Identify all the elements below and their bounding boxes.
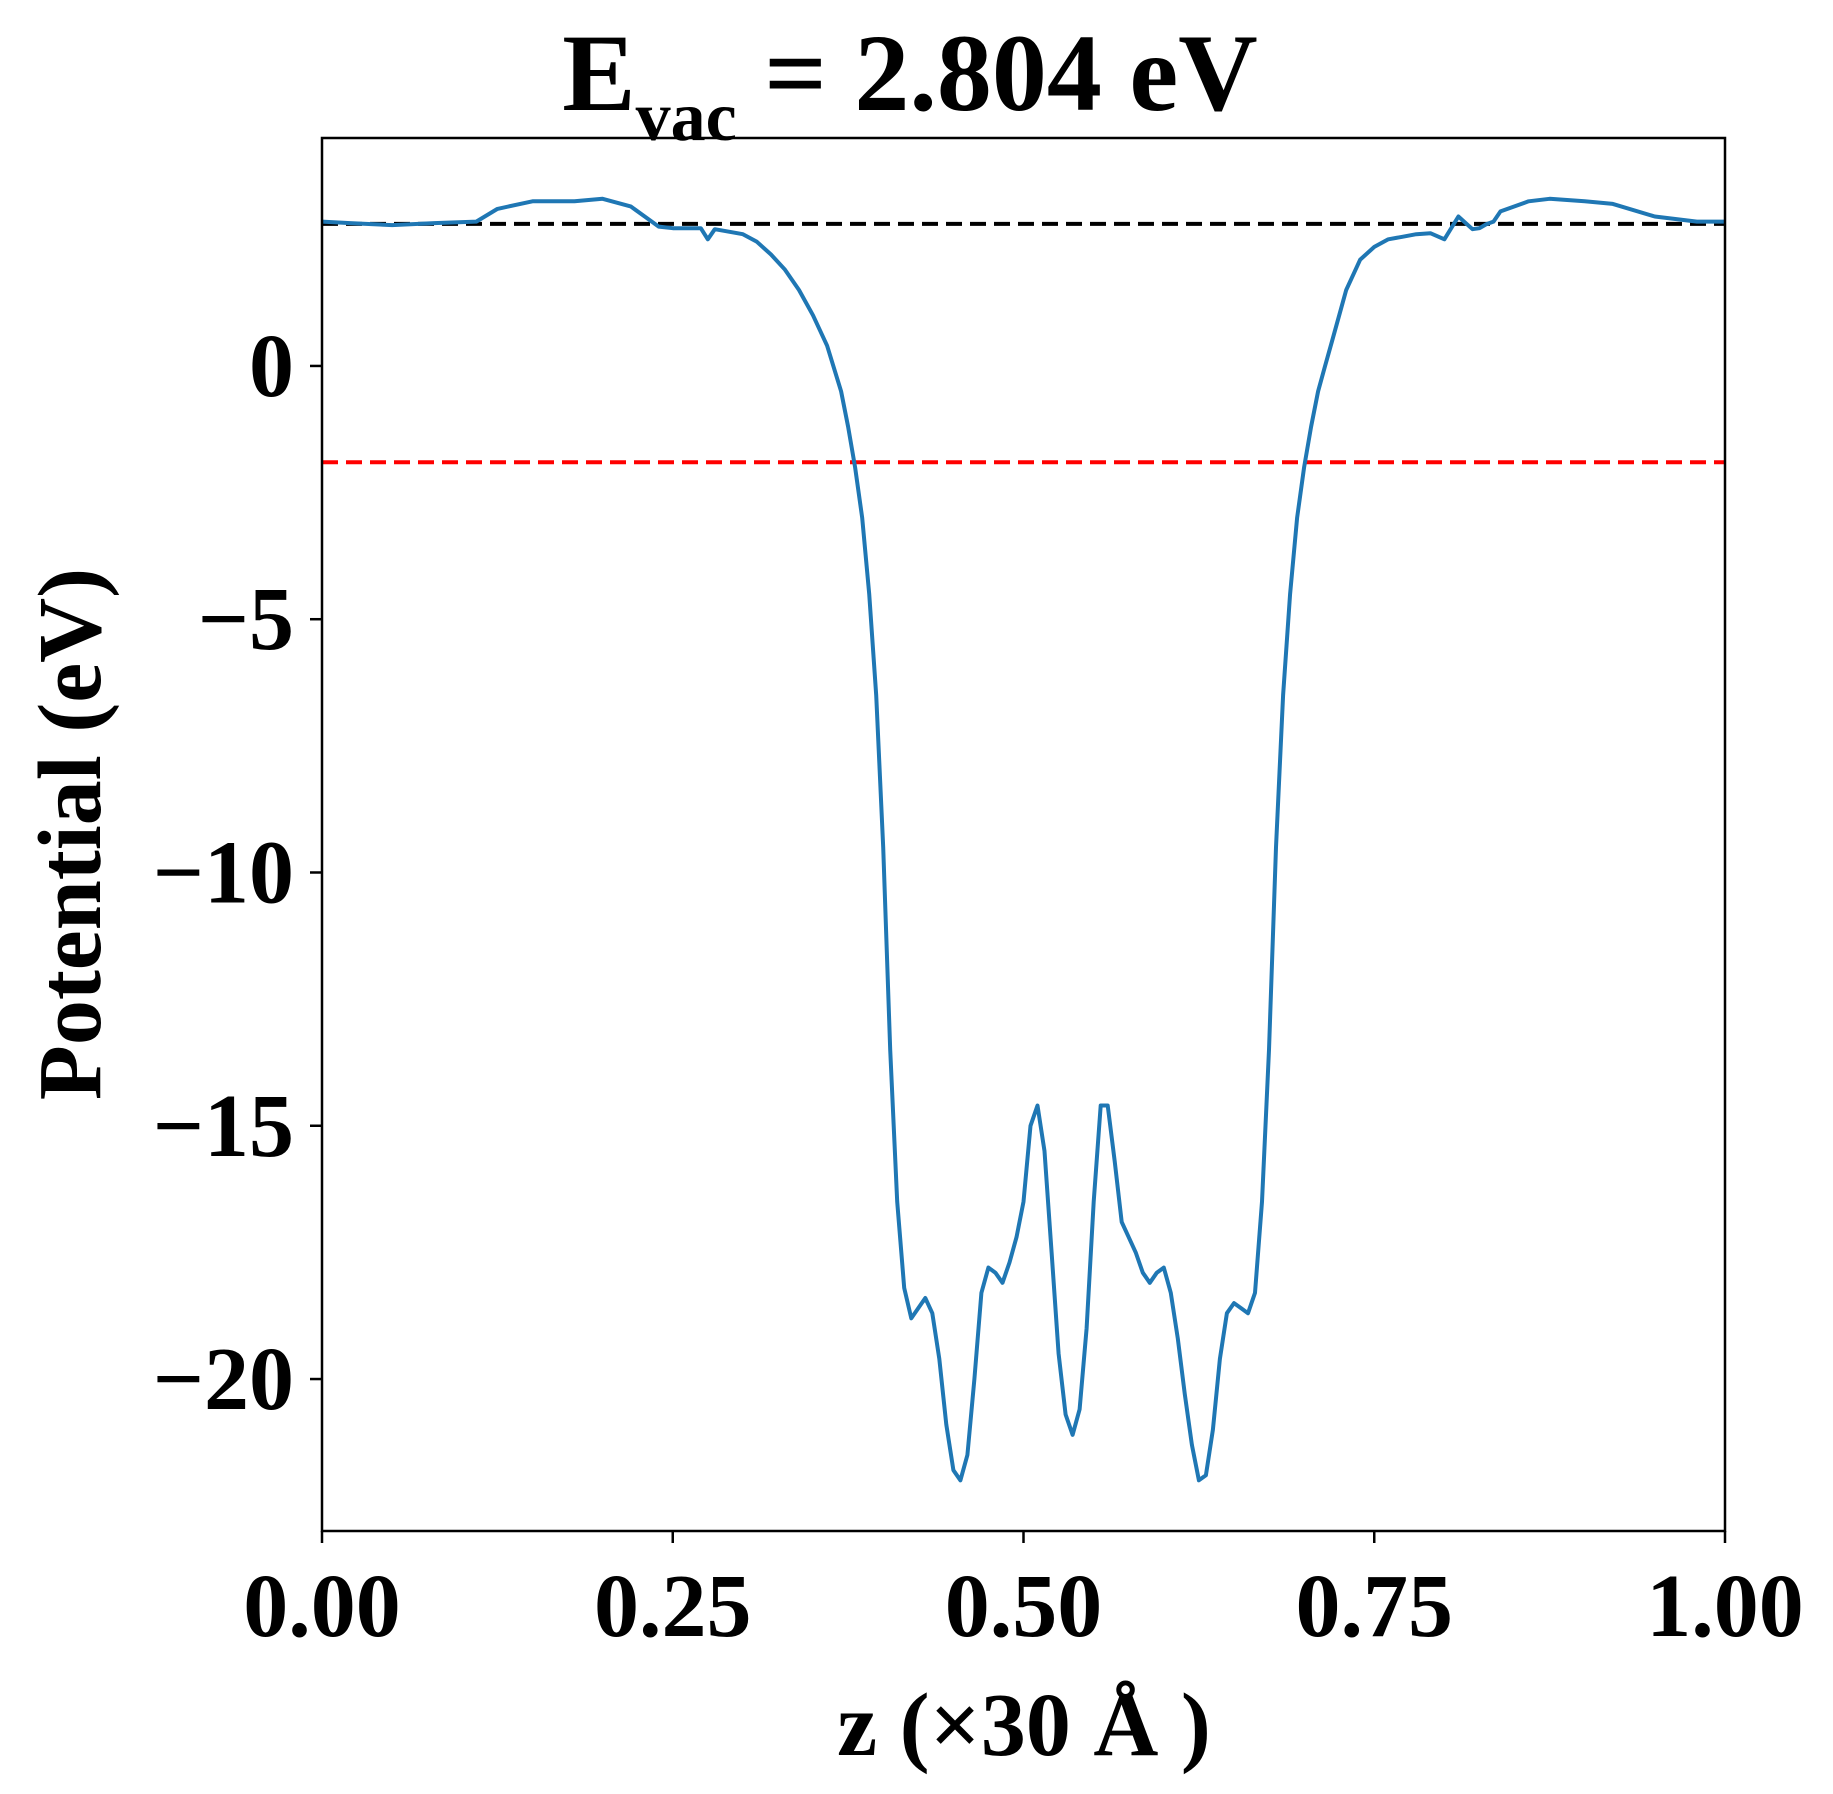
y-tick-label: −5 bbox=[198, 570, 294, 669]
x-tick-label: 0.25 bbox=[594, 1557, 752, 1656]
x-axis-ticks: 0.00 0.25 0.50 0.75 1.00 bbox=[243, 1531, 1804, 1656]
y-tick-label: −15 bbox=[153, 1077, 294, 1176]
chart-title: Evac = 2.804 eV bbox=[562, 12, 1257, 156]
chart-title-subscript: vac bbox=[636, 79, 737, 156]
series-layer bbox=[322, 196, 1725, 1483]
y-tick-label: 0 bbox=[249, 317, 294, 416]
chart-title-main: E bbox=[562, 12, 635, 134]
x-tick-label: 0.75 bbox=[1296, 1557, 1454, 1656]
y-axis-ticks: 0 −5 −10 −15 −20 bbox=[153, 317, 322, 1429]
chart-title-rest: = 2.804 eV bbox=[737, 12, 1258, 134]
x-tick-label: 1.00 bbox=[1646, 1557, 1804, 1656]
x-tick-label: 0.00 bbox=[243, 1557, 401, 1656]
y-tick-label: −20 bbox=[153, 1330, 294, 1429]
x-axis-label: z (×30 Å ) bbox=[837, 1676, 1211, 1775]
y-tick-label: −10 bbox=[153, 823, 294, 922]
x-tick-label: 0.50 bbox=[945, 1557, 1103, 1656]
y-axis-label: Potential (eV) bbox=[21, 568, 120, 1100]
series-line-0 bbox=[322, 196, 1725, 1483]
plot-frame bbox=[320, 136, 1727, 1533]
reference-lines bbox=[322, 221, 1725, 465]
